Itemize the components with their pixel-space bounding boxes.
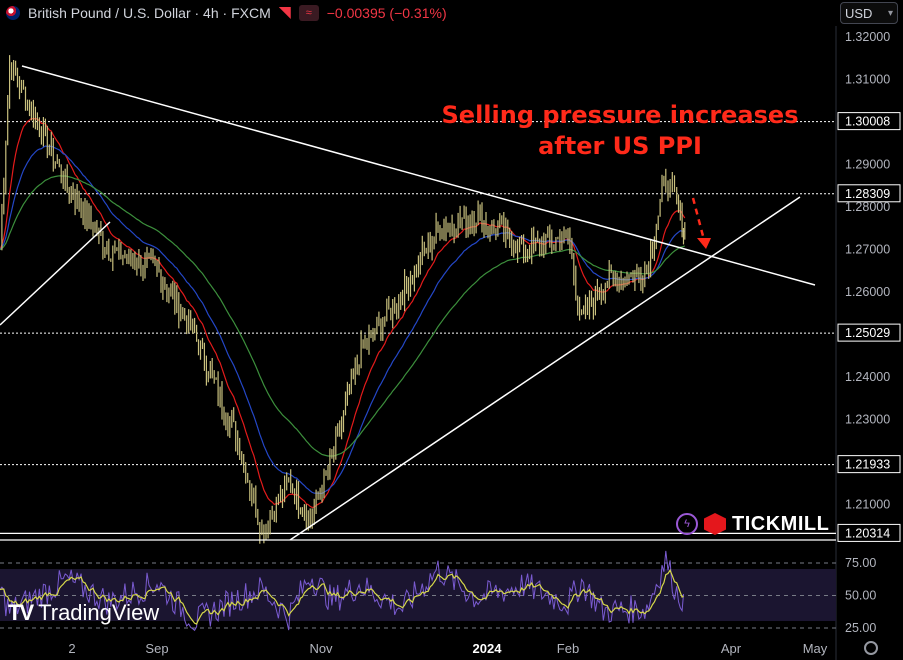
annotation-line-2: after US PPI (538, 132, 702, 160)
price-label-box (837, 323, 901, 342)
early-trendline[interactable] (0, 221, 111, 326)
price-tick-label: 1.21933 (845, 458, 890, 472)
symbol-header: British Pound / U.S. Dollar · 4h · FXCM … (0, 0, 836, 26)
time-tick-label: Sep (145, 641, 168, 656)
time-tick-label: 2 (68, 641, 75, 656)
price-tick-label: 1.23000 (845, 412, 890, 426)
price-tick-label: 1.24000 (845, 370, 890, 384)
rsi-tick-label: 25.00 (845, 621, 876, 635)
tickmill-wordmark: TICKMILL (732, 512, 830, 535)
chart-annotation: Selling pressure increases after US PPI (440, 100, 800, 162)
tradingview-wordmark: TradingView (38, 600, 160, 625)
annotation-line-1: Selling pressure increases (441, 101, 799, 129)
ema-fast-line (0, 117, 686, 509)
tradingview-logo-icon: TV (8, 600, 34, 625)
price-label-box (837, 112, 901, 131)
price-axis: 1.32000 1.31000 1.30008 1.29000 1.283091.280… (837, 30, 901, 542)
time-axis: 2 Sep Nov 2024 Feb Apr May (68, 641, 827, 656)
price-tick-label: 1.20314 (845, 526, 890, 540)
flag-marker-icon[interactable] (278, 7, 291, 19)
tickmill-branding: ϟ TICKMILL (676, 511, 829, 537)
chevron-down-icon: ▾ (887, 7, 893, 19)
ema-mid-line (0, 145, 685, 495)
rsi-tick-label: 50.00 (845, 589, 876, 603)
tickmill-logo-icon (704, 513, 726, 535)
price-tick-label: 1.29000 (845, 157, 890, 171)
time-tick-label: May (803, 641, 828, 656)
rsi-oscillator-line (0, 550, 684, 632)
price-label-box (837, 184, 901, 203)
time-tick-label: Nov (309, 641, 333, 656)
rsi-tick-label: 75.00 (845, 556, 876, 570)
ascending-trendline[interactable] (289, 196, 801, 541)
currency-select[interactable]: USD ▾ (840, 2, 898, 24)
lightning-icon: ϟ (676, 513, 698, 535)
rsi-indicator (0, 550, 684, 632)
time-tick-label: Apr (721, 641, 742, 656)
price-change: −0.00395 (−0.31%) (326, 5, 447, 21)
price-tick-label: 1.28309 (845, 187, 890, 201)
price-tick-label: 1.25029 (845, 326, 890, 340)
price-tick-label: 1.26000 (845, 285, 890, 299)
down-arrow-annotation (691, 197, 711, 249)
rsi-smoothed-line (0, 569, 684, 625)
price-label-box (837, 523, 901, 542)
price-candles (1, 55, 686, 544)
trendlines (0, 65, 816, 541)
price-tick-label: 1.30008 (845, 115, 890, 129)
time-tick-label: 2024 (473, 641, 503, 656)
price-tick-label: 1.28000 (845, 200, 890, 214)
currency-value: USD (845, 5, 873, 21)
moving-averages (0, 117, 686, 509)
price-tick-label: 1.21000 (845, 497, 890, 511)
horizontal-levels (0, 121, 836, 535)
gbp-usd-flag-icon (6, 6, 20, 20)
price-tick-label: 1.31000 (845, 72, 890, 86)
time-tick-label: Feb (557, 641, 579, 656)
settings-gear-icon[interactable] (864, 641, 878, 655)
tradingview-branding[interactable]: TV TradingView (8, 600, 159, 626)
price-tick-label: 1.27000 (845, 242, 890, 256)
rsi-axis: 75.00 50.00 25.00 (845, 556, 876, 635)
symbol-title[interactable]: British Pound / U.S. Dollar · 4h · FXCM (28, 5, 271, 21)
price-tick-label: 1.32000 (845, 30, 890, 44)
descending-trendline[interactable] (21, 65, 816, 286)
price-label-box (837, 455, 901, 474)
arrow-head-icon (697, 238, 711, 249)
wave-icon[interactable]: ≈ (298, 5, 319, 21)
dashed-arrow-shaft (691, 197, 705, 237)
ema-slow-line (0, 175, 686, 457)
